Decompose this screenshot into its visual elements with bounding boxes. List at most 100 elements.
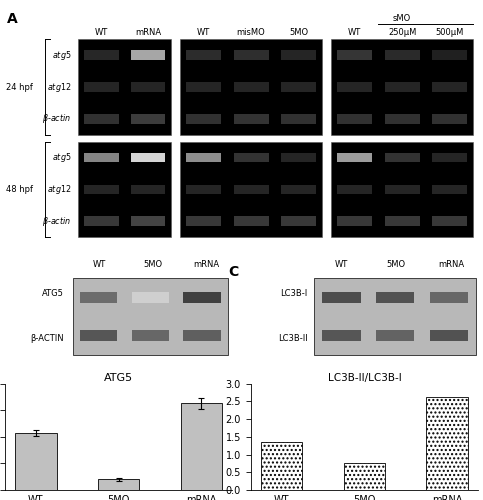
Text: misMO: misMO [237, 28, 266, 37]
Bar [80, 330, 117, 341]
Bar [84, 184, 119, 194]
Bar [281, 216, 316, 226]
Bar [322, 292, 361, 303]
Bar [186, 184, 221, 194]
Bar [429, 292, 469, 303]
Bar [432, 114, 467, 124]
Bar [180, 142, 322, 237]
Bar [15, 433, 57, 490]
Bar [337, 82, 372, 92]
Bar [132, 330, 169, 341]
Bar [384, 114, 420, 124]
Bar [426, 397, 468, 490]
Text: ATG5: ATG5 [42, 288, 64, 298]
Text: mRNA: mRNA [135, 28, 161, 37]
Bar [337, 184, 372, 194]
Text: 250μM: 250μM [388, 28, 416, 37]
Bar [337, 153, 372, 162]
Bar [384, 82, 420, 92]
Text: 24 hpf: 24 hpf [6, 82, 33, 92]
Bar [131, 82, 165, 92]
Text: $\it{atg5}$: $\it{atg5}$ [52, 49, 71, 62]
Text: WT: WT [93, 260, 106, 269]
Bar [344, 464, 385, 490]
Text: $\it{atg12}$: $\it{atg12}$ [46, 80, 71, 94]
Bar [131, 216, 165, 226]
Bar [331, 142, 473, 237]
Bar [84, 50, 119, 60]
Bar [234, 82, 269, 92]
Bar [84, 216, 119, 226]
Bar [281, 184, 316, 194]
Bar [181, 404, 222, 490]
Bar [281, 114, 316, 124]
Bar [73, 278, 228, 355]
Text: 5MO: 5MO [387, 260, 406, 269]
Bar [432, 153, 467, 162]
Bar [186, 50, 221, 60]
Bar [131, 153, 165, 162]
Bar [132, 292, 169, 303]
Text: $\it{\beta}$-$\it{actin}$: $\it{\beta}$-$\it{actin}$ [42, 112, 71, 125]
Bar [234, 184, 269, 194]
Bar [314, 278, 476, 355]
Text: WT: WT [95, 28, 108, 37]
Bar [234, 50, 269, 60]
Bar [234, 153, 269, 162]
Text: A: A [7, 12, 18, 26]
Bar [384, 50, 420, 60]
Bar [376, 292, 414, 303]
Bar [376, 330, 414, 341]
Bar [337, 114, 372, 124]
Bar [432, 82, 467, 92]
Bar [186, 114, 221, 124]
Bar [337, 216, 372, 226]
Bar [432, 216, 467, 226]
Bar [186, 216, 221, 226]
Bar [432, 50, 467, 60]
Bar [432, 184, 467, 194]
Bar [184, 292, 221, 303]
Bar [429, 330, 469, 341]
Bar [186, 153, 221, 162]
Text: 48 hpf: 48 hpf [6, 185, 33, 194]
Text: WT: WT [335, 260, 348, 269]
Bar [131, 184, 165, 194]
Bar [281, 153, 316, 162]
Title: LC3B-II/LC3B-I: LC3B-II/LC3B-I [327, 373, 401, 383]
Text: $\it{atg5}$: $\it{atg5}$ [52, 151, 71, 164]
Bar [384, 184, 420, 194]
Bar [261, 442, 302, 490]
Bar [281, 50, 316, 60]
Bar [78, 40, 171, 134]
Text: LC3B-II: LC3B-II [278, 334, 308, 343]
Text: $\it{atg12}$: $\it{atg12}$ [46, 183, 71, 196]
Bar [234, 216, 269, 226]
Bar [180, 40, 322, 134]
Bar [281, 82, 316, 92]
Bar [131, 50, 165, 60]
Text: LC3B-I: LC3B-I [280, 288, 308, 298]
Bar [84, 153, 119, 162]
Bar [384, 153, 420, 162]
Text: 500μM: 500μM [436, 28, 464, 37]
Text: 5MO: 5MO [289, 28, 308, 37]
Text: mRNA: mRNA [193, 260, 219, 269]
Text: 5MO: 5MO [143, 260, 162, 269]
Text: β-ACTIN: β-ACTIN [30, 334, 64, 343]
Text: C: C [228, 266, 238, 280]
Bar [384, 216, 420, 226]
Bar [184, 330, 221, 341]
Bar [186, 82, 221, 92]
Bar [78, 142, 171, 237]
Text: mRNA: mRNA [438, 260, 464, 269]
Bar [98, 480, 139, 490]
Bar [234, 114, 269, 124]
Bar [322, 330, 361, 341]
Bar [337, 50, 372, 60]
Bar [84, 114, 119, 124]
Title: ATG5: ATG5 [104, 373, 133, 383]
Bar [80, 292, 117, 303]
Text: $\it{\beta}$-$\it{actin}$: $\it{\beta}$-$\it{actin}$ [42, 214, 71, 228]
Text: WT: WT [197, 28, 210, 37]
